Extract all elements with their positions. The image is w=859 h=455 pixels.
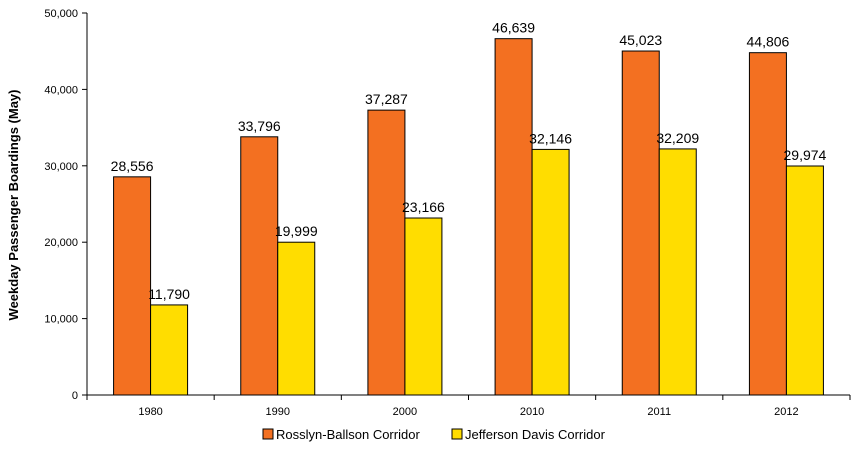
data-label: 33,796	[238, 118, 281, 134]
y-tick-label: 30,000	[44, 161, 78, 173]
x-tick-label: 2010	[520, 406, 544, 418]
legend-label: Rosslyn-Ballson Corridor	[276, 427, 420, 442]
bar-rosslyn-ballson-2000	[367, 109, 406, 396]
data-label: 29,974	[784, 147, 827, 163]
y-tick-label: 0	[72, 390, 78, 402]
data-label: 44,806	[747, 34, 790, 50]
data-label: 11,790	[148, 286, 190, 302]
bar-rosslyn-ballson-2011	[621, 50, 660, 396]
data-label: 32,209	[656, 130, 699, 146]
data-label: 37,287	[365, 91, 408, 107]
data-label: 46,639	[492, 20, 535, 36]
plot-area: 0 10,000 20,000 30,000 40,000 50,000 28,556 11,…	[44, 8, 851, 418]
legend-swatch	[262, 428, 274, 440]
y-axis-title: Weekday Passenger Boardings (May)	[6, 90, 21, 321]
bar-jefferson-davis-2010	[531, 148, 570, 396]
bar-rosslyn-ballson-2012	[748, 52, 787, 396]
bar-jefferson-davis-1990	[277, 241, 316, 396]
bar-jefferson-davis-2000	[404, 217, 443, 396]
data-label: 19,999	[275, 223, 318, 239]
legend-label: Jefferson Davis Corridor	[465, 427, 606, 442]
data-label: 32,146	[529, 130, 572, 146]
bar-rosslyn-ballson-1990	[240, 136, 279, 396]
bar-jefferson-davis-2011	[658, 148, 697, 396]
bar-rosslyn-ballson-2010	[494, 38, 533, 396]
data-label: 45,023	[619, 32, 662, 48]
x-tick-label: 2012	[774, 406, 798, 418]
legend: Rosslyn-Ballson Corridor Jefferson Davis …	[262, 427, 606, 442]
legend-swatch	[451, 428, 463, 440]
y-tick-label: 20,000	[44, 237, 78, 249]
y-tick-label: 50,000	[44, 8, 78, 20]
data-label: 23,166	[402, 199, 445, 215]
bar-jefferson-davis-1980	[150, 304, 189, 396]
x-tick-label: 2011	[647, 406, 671, 418]
x-tick-label: 1980	[138, 406, 162, 418]
data-label: 28,556	[111, 158, 154, 174]
x-tick-label: 1990	[266, 406, 290, 418]
x-tick-label: 2000	[393, 406, 417, 418]
y-tick-label: 40,000	[44, 84, 78, 96]
y-tick-label: 10,000	[44, 314, 78, 326]
bar-jefferson-davis-2012	[785, 165, 824, 396]
bar-rosslyn-ballson-1980	[113, 176, 152, 396]
